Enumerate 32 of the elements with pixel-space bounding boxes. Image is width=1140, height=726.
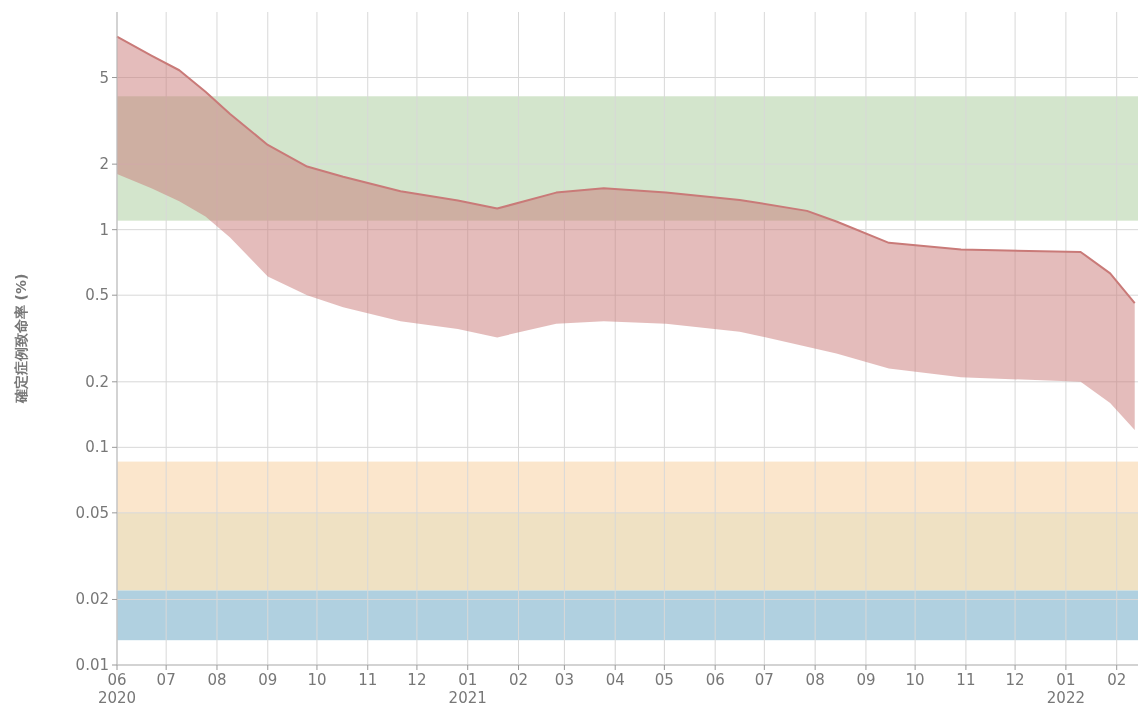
x-tick-label: 02 xyxy=(508,671,529,689)
x-tick-label: 01 2022 xyxy=(1046,671,1085,707)
y-tick-label: 0.2 xyxy=(85,372,109,391)
y-tick-label: 0.02 xyxy=(75,590,109,609)
x-tick-label: 06 2020 xyxy=(97,671,137,707)
y-tick-label: 2 xyxy=(99,155,109,174)
y-tick-label: 0.1 xyxy=(85,438,109,457)
y-tick-label: 0.05 xyxy=(75,503,109,522)
y-tick-label: 0.5 xyxy=(85,286,109,305)
x-tick-label: 04 xyxy=(605,671,625,689)
x-tick-label: 01 2021 xyxy=(448,671,487,707)
y-tick-label: 1 xyxy=(99,220,109,239)
x-tick-label: 06 xyxy=(705,671,725,689)
x-tick-label: 11 xyxy=(358,671,378,689)
x-tick-label: 03 xyxy=(554,671,574,689)
x-tick-label: 05 xyxy=(654,671,674,689)
x-tick-label: 07 xyxy=(754,671,774,689)
x-tick-label: 07 xyxy=(156,671,176,689)
x-tick-label: 08 xyxy=(207,671,227,689)
x-tick-label: 09 xyxy=(258,671,278,689)
line-series xyxy=(116,35,1136,305)
x-tick-label: 10 xyxy=(307,671,327,689)
x-tick-label: 10 xyxy=(905,671,925,689)
x-tick-label: 08 xyxy=(805,671,825,689)
y-tick-label: 5 xyxy=(99,68,109,87)
y-tick-label: 0.01 xyxy=(75,656,109,674)
x-tick-label: 11 xyxy=(956,671,976,689)
x-tick-label: 12 xyxy=(407,671,427,689)
y-axis-title: 確定症例致命率 (%) xyxy=(13,273,29,405)
x-tick-label: 09 xyxy=(856,671,876,689)
x-tick-label: 12 xyxy=(1005,671,1025,689)
x-tick-label: 02 xyxy=(1107,671,1127,689)
